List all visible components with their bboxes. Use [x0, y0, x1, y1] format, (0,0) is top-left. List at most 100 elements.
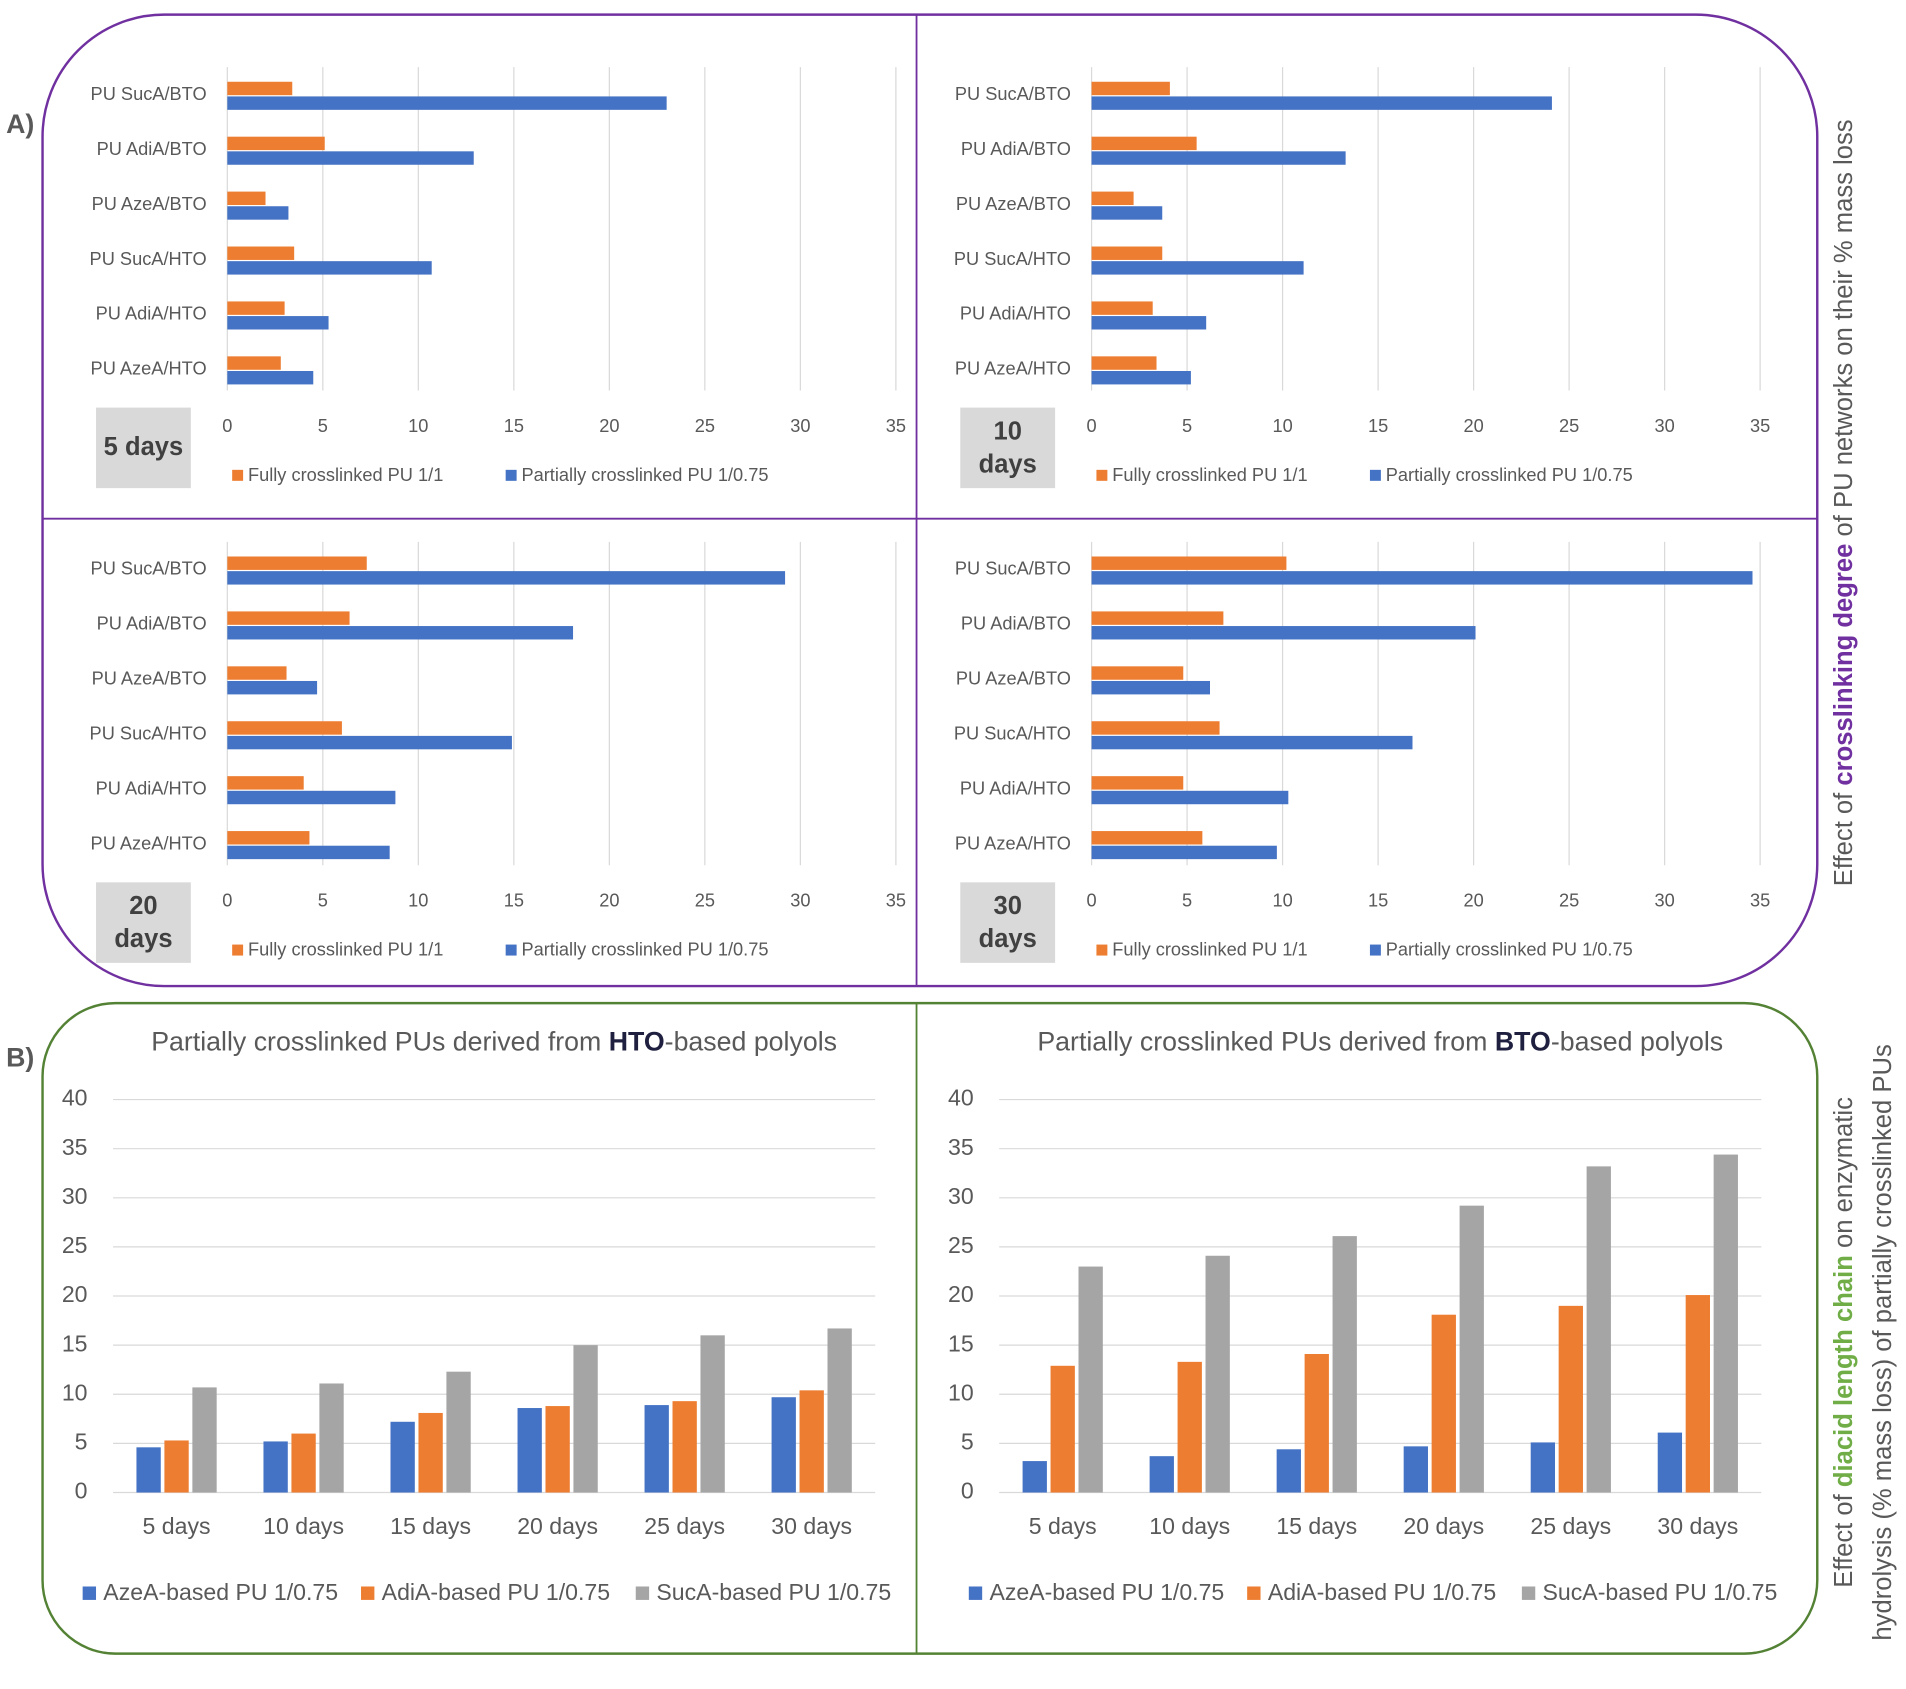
x-tick-label: 5 days — [143, 1513, 211, 1539]
bar — [227, 261, 432, 275]
x-tick-label: 35 — [1750, 890, 1770, 911]
chart-title: Partially crosslinked PUs derived from H… — [151, 1026, 837, 1056]
x-tick-label: 5 — [318, 415, 328, 436]
bar — [1091, 151, 1346, 165]
bar — [227, 206, 289, 220]
bar — [1091, 831, 1203, 845]
y-tick-label: PU SucA/BTO — [91, 558, 207, 579]
bar — [227, 571, 786, 585]
y-tick-label: PU AzeA/BTO — [92, 193, 207, 214]
legend-swatch — [1369, 944, 1381, 956]
bar — [1091, 845, 1277, 860]
legend-swatch — [635, 1586, 650, 1600]
x-tick-label: 15 — [1368, 890, 1388, 911]
caption-part: on enzymatic — [1830, 1097, 1858, 1255]
bar — [1713, 1154, 1738, 1493]
y-tick-label: 25 — [62, 1232, 88, 1258]
legend-label: AdiA-based PU 1/0.75 — [1268, 1579, 1496, 1605]
x-tick-label: 10 — [1272, 415, 1292, 436]
y-tick-label: PU AzeA/BTO — [956, 668, 1071, 689]
y-tick-label: 5 — [75, 1428, 88, 1454]
bar — [573, 1345, 598, 1493]
legend-label: Fully crosslinked PU 1/1 — [248, 464, 443, 485]
x-tick-label: 25 — [695, 415, 715, 436]
bar — [1091, 246, 1163, 260]
bar — [1657, 1432, 1683, 1493]
legend-label: SucA-based PU 1/0.75 — [656, 1579, 891, 1605]
legend-label: Partially crosslinked PU 1/0.75 — [1386, 938, 1633, 959]
bar — [1205, 1255, 1230, 1493]
y-tick-label: 5 — [961, 1428, 974, 1454]
legend-swatch — [968, 1586, 983, 1600]
legend-label: SucA-based PU 1/0.75 — [1543, 1579, 1778, 1605]
bar — [227, 790, 396, 805]
y-tick-label: 0 — [961, 1478, 974, 1504]
x-tick-label: 30 days — [771, 1513, 852, 1539]
bar — [446, 1371, 471, 1493]
y-tick-label: 15 — [948, 1330, 974, 1356]
bar — [644, 1405, 669, 1493]
legend-swatch — [505, 469, 517, 481]
x-tick-label: 25 — [1559, 890, 1579, 911]
title-part: Partially crosslinked PUs derived from — [151, 1026, 609, 1056]
x-tick-label: 5 — [318, 890, 328, 911]
x-tick-label: 10 — [1272, 890, 1292, 911]
x-tick-label: 20 — [599, 415, 619, 436]
bar — [827, 1328, 852, 1493]
y-tick-label: 30 — [62, 1183, 88, 1209]
bar — [1431, 1314, 1456, 1493]
legend-label: AzeA-based PU 1/0.75 — [103, 1579, 338, 1605]
bar — [1530, 1442, 1556, 1493]
x-tick-label: 0 — [1087, 890, 1097, 911]
y-tick-label: 25 — [948, 1232, 974, 1258]
y-tick-label: PU AzeA/BTO — [92, 668, 207, 689]
bar — [227, 845, 390, 860]
day-box-bg — [96, 882, 191, 963]
bar — [1091, 571, 1753, 585]
x-tick-label: 0 — [1087, 415, 1097, 436]
legend-swatch — [1521, 1586, 1536, 1600]
x-tick-label: 30 days — [1657, 1513, 1738, 1539]
bar — [1091, 301, 1153, 315]
y-tick-label: PU AdiA/HTO — [960, 777, 1071, 798]
y-tick-label: PU SucA/HTO — [954, 722, 1071, 743]
bar — [227, 96, 667, 110]
day-box: 10 days — [979, 417, 1037, 478]
bar — [227, 356, 281, 370]
x-tick-label: 10 days — [1149, 1513, 1230, 1539]
x-tick-label: 20 days — [1403, 1513, 1484, 1539]
legend-label: AdiA-based PU 1/0.75 — [382, 1579, 610, 1605]
legend-label: Fully crosslinked PU 1/1 — [248, 938, 443, 959]
y-tick-label: PU AzeA/HTO — [955, 358, 1071, 379]
bar — [1558, 1305, 1583, 1493]
x-tick-label: 35 — [886, 415, 906, 436]
caption-part: of PU networks on their % mass loss — [1830, 119, 1858, 543]
bar — [1078, 1266, 1103, 1493]
bar — [1091, 261, 1304, 275]
bar — [1091, 556, 1287, 570]
x-tick-label: 10 days — [263, 1513, 344, 1539]
bar — [799, 1390, 824, 1493]
bar — [1022, 1461, 1047, 1493]
bar — [1091, 81, 1170, 96]
x-tick-label: 30 — [1654, 890, 1674, 911]
bar — [227, 666, 287, 680]
day-box: 30 days — [979, 892, 1037, 953]
legend-swatch — [232, 944, 244, 956]
bar — [1091, 356, 1157, 370]
legend-swatch — [1369, 469, 1381, 481]
y-tick-label: PU SucA/HTO — [90, 248, 207, 269]
x-tick-label: 15 — [1368, 415, 1388, 436]
legend-label: Fully crosslinked PU 1/1 — [1112, 938, 1307, 959]
bar — [227, 136, 325, 151]
bar — [164, 1440, 189, 1493]
bar — [227, 831, 310, 845]
bar — [227, 81, 293, 96]
y-tick-label: PU AzeA/HTO — [91, 832, 207, 853]
y-tick-label: 20 — [62, 1281, 88, 1307]
bar — [227, 626, 574, 640]
bar — [771, 1397, 796, 1493]
bar — [1149, 1456, 1174, 1493]
y-tick-label: 30 — [948, 1183, 974, 1209]
